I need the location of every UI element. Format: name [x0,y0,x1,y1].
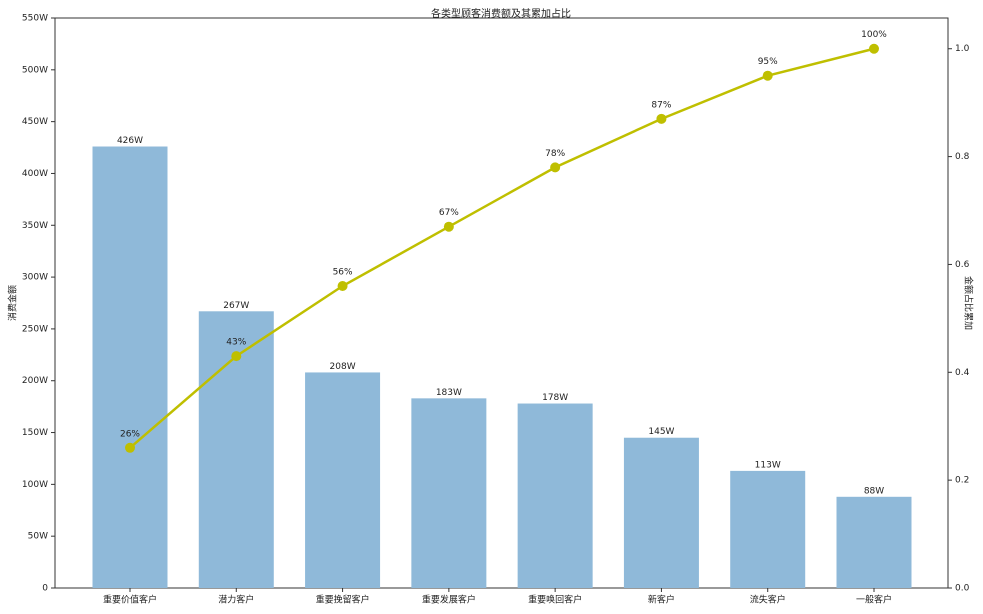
y-tick-label: 450W [22,117,48,127]
bar-value-label: 183W [436,388,462,398]
y-tick-label: 100W [22,480,48,490]
line-value-label: 26% [120,429,140,439]
x-tick-label: 重要挽留客户 [316,594,370,606]
line-point [125,442,135,453]
y2-tick-label: 0.8 [955,152,970,162]
y-tick-label: 400W [22,169,48,179]
x-tick-label: 重要唤回客户 [528,594,582,606]
bar [92,146,168,588]
line-point [869,43,879,54]
x-tick-label: 流失客户 [750,594,786,606]
y-tick-label: 250W [22,324,48,334]
y2-tick-label: 0.4 [955,368,970,378]
line-point [231,351,242,362]
line-value-label: 56% [333,268,353,278]
bar-value-label: 426W [117,136,143,146]
line-value-label: 100% [861,30,887,40]
y2-tick-label: 0.0 [955,584,970,594]
x-tick-label: 重要发展客户 [422,594,476,606]
line-point [656,113,667,124]
bar [730,470,806,588]
x-tick-label: 一般客户 [856,594,892,606]
y-tick-label: 50W [28,532,48,542]
y-tick-label: 300W [22,273,48,283]
line-value-label: 95% [758,57,778,67]
bar [623,437,699,588]
y-tick-label: 350W [22,221,48,231]
bar [411,398,487,588]
line-value-label: 43% [226,338,246,348]
y-axis-label: 消费金额 [7,285,19,321]
y-tick-label: 500W [22,65,48,75]
bar-value-label: 145W [648,427,674,437]
bar-value-label: 208W [330,362,356,372]
line-point [443,221,454,232]
y-tick-label: 0 [42,584,48,594]
y-tick-label: 550W [22,14,48,24]
line-point [337,281,348,292]
y2-axis-label: 金额占比累加 [963,276,975,330]
bar [517,403,593,588]
bar-value-label: 178W [542,393,568,403]
y-tick-label: 200W [22,376,48,386]
line-value-label: 78% [545,149,565,159]
x-tick-label: 重要价值客户 [103,594,157,606]
y-tick-label: 150W [22,428,48,438]
bar [836,496,912,588]
bar-value-label: 88W [864,486,884,496]
y2-tick-label: 0.2 [955,476,969,486]
bar [305,372,381,588]
line-point [762,70,773,81]
y2-tick-label: 1.0 [955,44,970,54]
chart-title: 各类型顾客消费额及其累加占比 [431,7,571,20]
line-value-label: 67% [439,208,459,218]
line-value-label: 87% [651,100,671,110]
bar-value-label: 267W [223,301,249,311]
x-tick-label: 新客户 [648,594,675,606]
line [129,47,875,449]
y2-tick-label: 0.6 [955,260,970,270]
bar-value-label: 113W [755,460,781,470]
line-point [550,162,561,173]
plot-frame [54,17,949,589]
x-tick-label: 潜力客户 [218,594,254,606]
